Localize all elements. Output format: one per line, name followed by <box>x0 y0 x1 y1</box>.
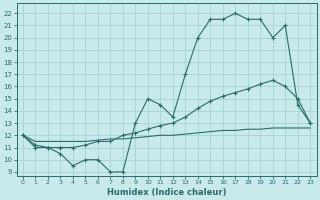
X-axis label: Humidex (Indice chaleur): Humidex (Indice chaleur) <box>107 188 226 197</box>
